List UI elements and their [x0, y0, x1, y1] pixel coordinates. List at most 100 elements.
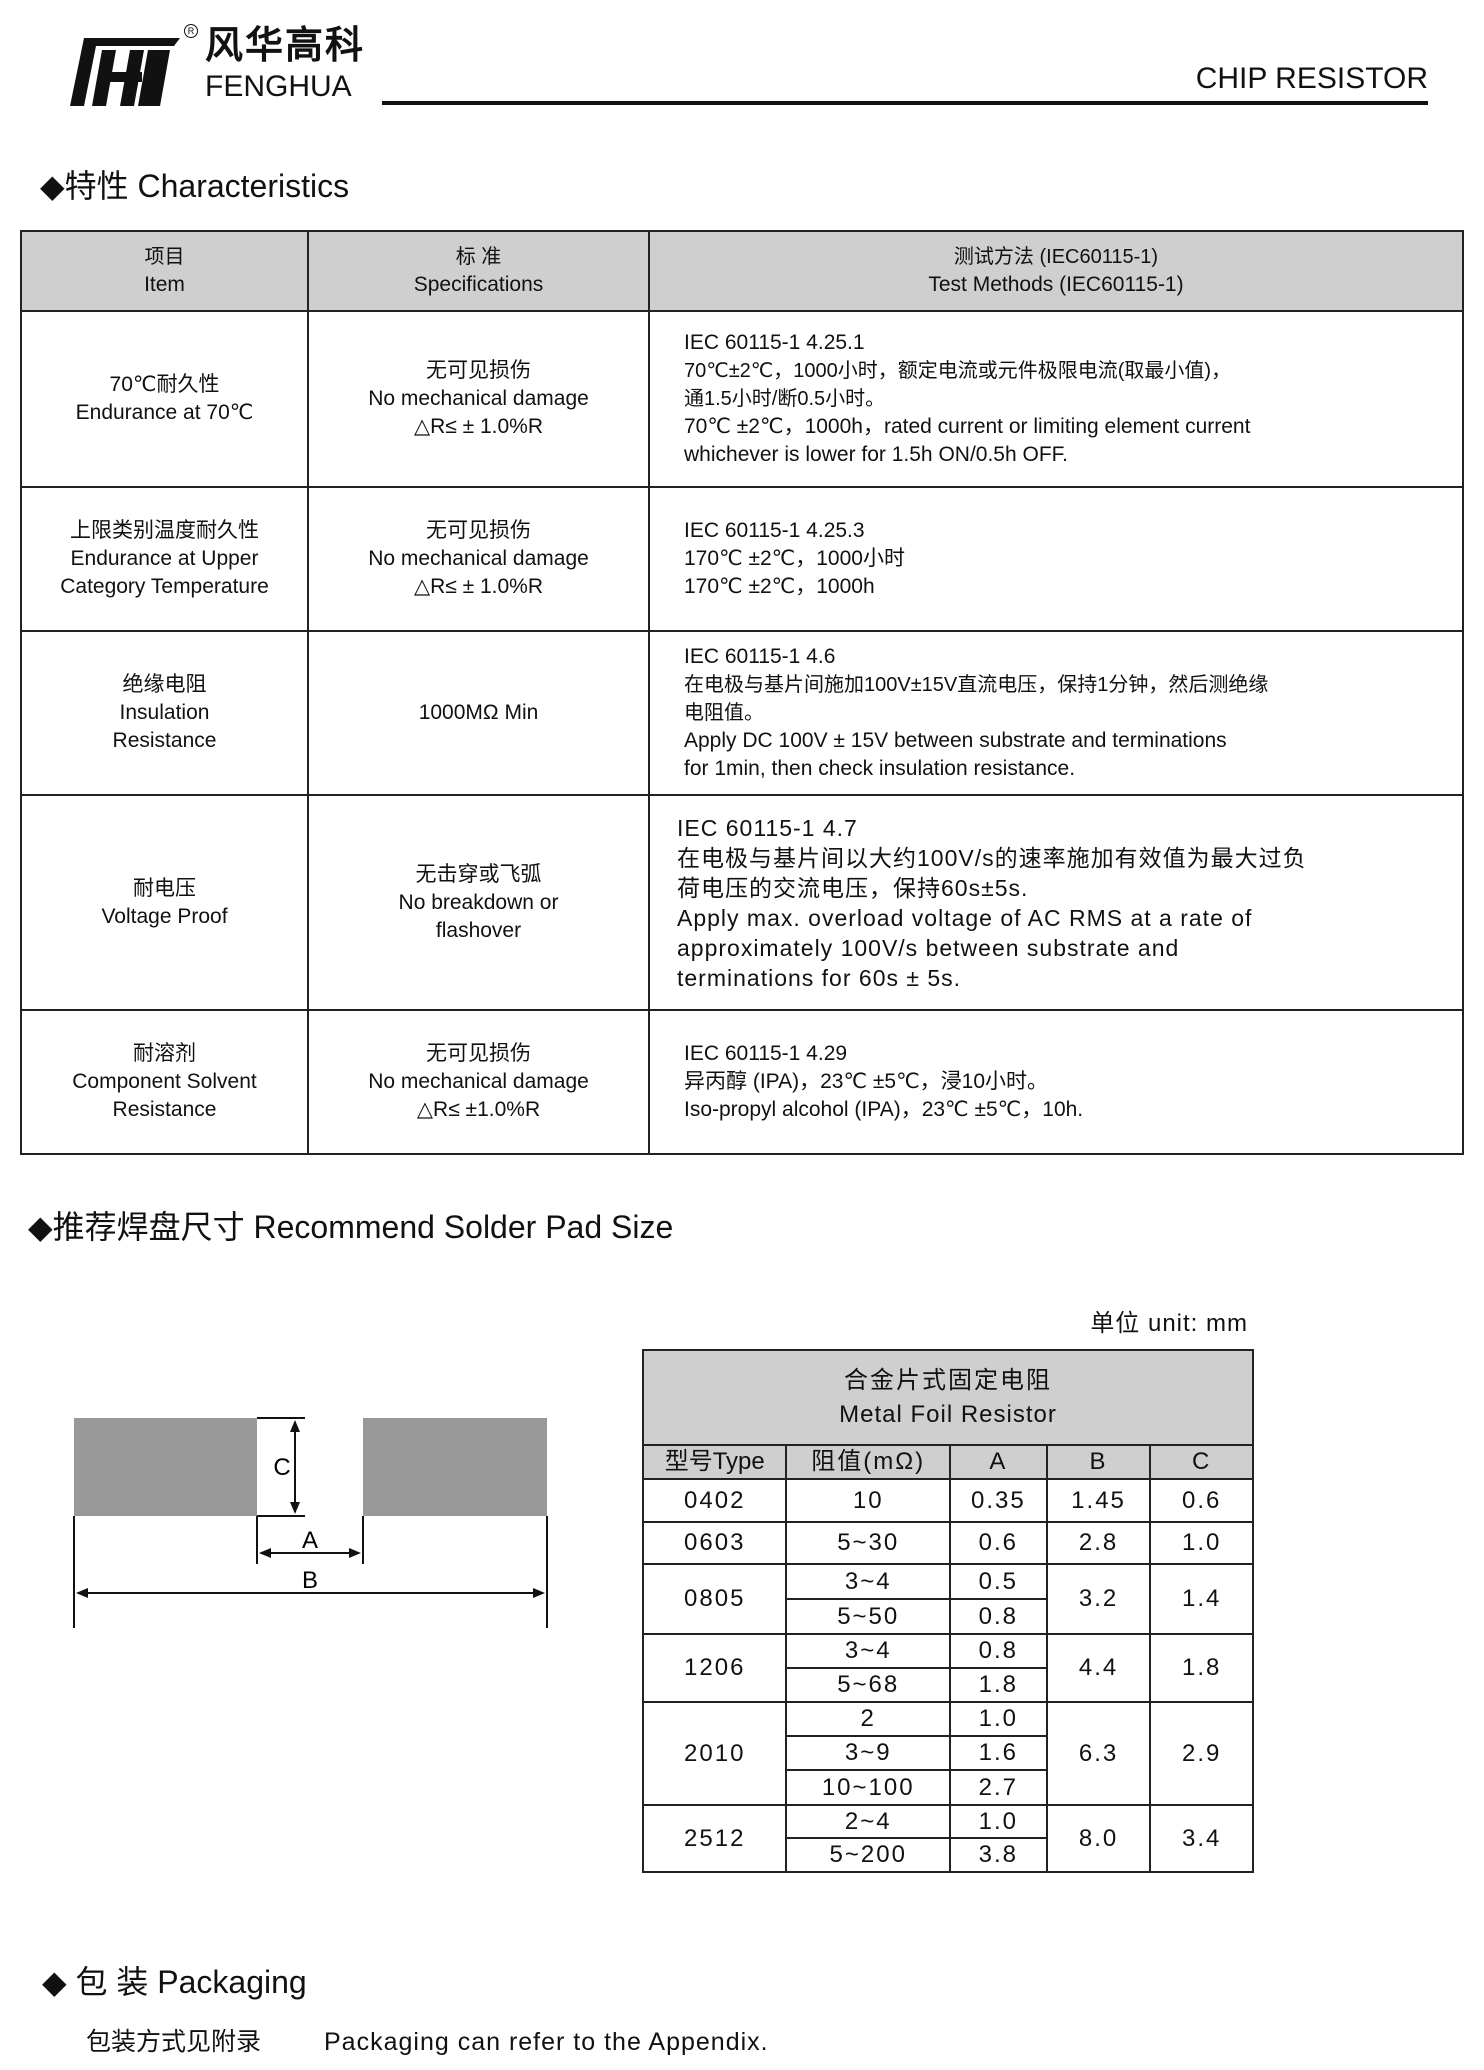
- resistance-cell: 3~4: [785, 1633, 951, 1669]
- logo-english-name: FENGHUA: [205, 70, 352, 103]
- column-header-resistance: 阻值(mΩ): [785, 1444, 951, 1480]
- method-cell: IEC 60115-1 4.25.1 70℃±2℃，1000小时，额定电流或元件极…: [648, 310, 1464, 488]
- spec-cell: 无击穿或飞弧 No breakdown or flashover: [307, 794, 650, 1011]
- packaging-label-cn: 包装方式见附录: [86, 2028, 262, 2056]
- table-row: 2010 2 1.0 6.3 2.9: [641, 1701, 1254, 1806]
- dimension-a-cell: 1.0: [948, 1804, 1048, 1839]
- dimension-c-label: C: [273, 1454, 290, 1481]
- fenghua-logo-icon: [70, 38, 180, 106]
- dimension-a-cell: 0.35: [948, 1478, 1048, 1523]
- unit-label: 单位 unit: mm: [1090, 1310, 1248, 1337]
- resistance-cell: 10: [785, 1478, 951, 1523]
- item-cell: 耐电压 Voltage Proof: [20, 794, 309, 1011]
- solder-pad-heading: ◆推荐焊盘尺寸 Recommend Solder Pad Size: [28, 1209, 674, 1245]
- characteristics-table: 项目 Item 标 准 Specifications 测试方法 (IEC60115-…: [20, 230, 1464, 1155]
- table-row: 0402 10 0.35 1.45 0.6: [641, 1478, 1254, 1523]
- item-cell: 上限类别温度耐久性 Endurance at Upper Category Temp…: [20, 486, 309, 632]
- spec-cell: 1000MΩ Min: [307, 630, 650, 796]
- type-cell: 2512: [641, 1804, 788, 1873]
- dimension-a-cell: 3.8: [948, 1837, 1048, 1873]
- column-header-type: 型号Type: [641, 1444, 788, 1480]
- spec-cell: 无可见损伤 No mechanical damage △R≤ ± 1.0%R: [307, 486, 650, 632]
- right-pad: [363, 1418, 547, 1516]
- table-header-row: 项目 Item 标 准 Specifications 测试方法 (IEC60115-…: [20, 230, 1464, 312]
- method-cell: IEC 60115-1 4.7 在电极与基片间以大约100V/s的速率施加有效值为…: [648, 794, 1464, 1011]
- resistance-cell: 3~9: [785, 1735, 951, 1771]
- dimension-b-label: B: [302, 1567, 318, 1594]
- resistance-cell: 5~30: [785, 1521, 951, 1565]
- dimension-a-cell: 0.6: [948, 1521, 1048, 1565]
- dimension-c-cell: 1.4: [1149, 1563, 1254, 1635]
- table-row: 0805 3~4 0.5 3.2 1.4: [641, 1563, 1254, 1635]
- dimension-b-cell: 3.2: [1045, 1563, 1152, 1635]
- table-row: 0603 5~30 0.6 2.8 1.0: [641, 1521, 1254, 1565]
- dimension-a-cell: 1.8: [948, 1667, 1048, 1703]
- dimension-a-label: A: [302, 1527, 318, 1554]
- table-header-row: 型号Type 阻值(mΩ) A B C: [641, 1444, 1254, 1480]
- dimension-c-cell: 1.0: [1149, 1521, 1254, 1565]
- resistance-cell: 5~68: [785, 1667, 951, 1703]
- spec-cell: 无可见损伤 No mechanical damage △R≤ ±1.0%R: [307, 1009, 650, 1155]
- dimension-b-cell: 2.8: [1045, 1521, 1152, 1565]
- table-row: 耐溶剂 Component Solvent Resistance 无可见损伤 No m…: [20, 1009, 1464, 1155]
- dimension-a-cell: 0.8: [948, 1598, 1048, 1635]
- resistance-cell: 2: [785, 1701, 951, 1737]
- dimension-c-cell: 1.8: [1149, 1633, 1254, 1703]
- method-cell: IEC 60115-1 4.6 在电极与基片间施加100V±15V直流电压，保持1…: [648, 630, 1464, 796]
- dimension-a-cell: 1.0: [948, 1701, 1048, 1737]
- resistance-cell: 3~4: [785, 1563, 951, 1600]
- packaging-text: Packaging can refer to the Appendix.: [324, 2028, 769, 2056]
- table-row: 5~68 1.8: [643, 1667, 1253, 1703]
- resistance-cell: 2~4: [785, 1804, 951, 1839]
- item-cell: 绝缘电阻 Insulation Resistance: [20, 630, 309, 796]
- dimension-b-cell: 1.45: [1045, 1478, 1152, 1523]
- logo-chinese-name: 风华高科: [205, 25, 366, 67]
- registered-mark: R: [184, 24, 198, 38]
- left-pad: [74, 1418, 257, 1516]
- dimension-b-cell: 4.4: [1045, 1633, 1152, 1703]
- dimension-c-cell: 2.9: [1149, 1701, 1254, 1806]
- packaging-heading: ◆ 包 装 Packaging: [42, 1964, 307, 2000]
- type-cell: 2010: [641, 1701, 788, 1806]
- column-header-b: B: [1045, 1444, 1152, 1480]
- dimension-c-cell: 0.6: [1149, 1478, 1254, 1523]
- table-row: 5~50 0.8: [643, 1598, 1253, 1635]
- item-cell: 70℃耐久性 Endurance at 70℃: [20, 310, 309, 488]
- solder-pad-table: 合金片式固定电阻 Metal Foil Resistor 型号Type 阻值(mΩ…: [641, 1349, 1254, 1873]
- type-cell: 0805: [641, 1563, 788, 1635]
- document-title: CHIP RESISTOR: [1195, 62, 1428, 95]
- table-row: 耐电压 Voltage Proof 无击穿或飞弧 No breakdown or fl…: [20, 794, 1464, 1011]
- dimension-b-cell: 6.3: [1045, 1701, 1152, 1806]
- dimension-a-cell: 1.6: [948, 1735, 1048, 1771]
- table-title: 合金片式固定电阻 Metal Foil Resistor: [642, 1349, 1254, 1446]
- table-row: 5~200 3.8: [643, 1837, 1253, 1873]
- characteristics-heading: ◆特性 Characteristics: [40, 168, 350, 204]
- dimension-a-cell: 2.7: [948, 1769, 1048, 1806]
- resistance-cell: 10~100: [785, 1769, 951, 1806]
- column-header-test-methods: 测试方法 (IEC60115-1) Test Methods (IEC60115-…: [648, 230, 1464, 312]
- dimension-a-cell: 0.8: [948, 1633, 1048, 1669]
- dimension-b-cell: 8.0: [1045, 1804, 1152, 1873]
- table-row: 3~9 1.6: [643, 1735, 1253, 1771]
- resistance-cell: 5~200: [785, 1837, 951, 1873]
- item-cell: 耐溶剂 Component Solvent Resistance: [20, 1009, 309, 1155]
- table-row: 绝缘电阻 Insulation Resistance 1000MΩ Min IEC …: [20, 630, 1464, 796]
- type-cell: 1206: [641, 1633, 788, 1703]
- table-row: 2512 2~4 1.0 8.0 3.4: [641, 1804, 1254, 1873]
- table-title-row: 合金片式固定电阻 Metal Foil Resistor: [642, 1349, 1254, 1446]
- table-row: 上限类别温度耐久性 Endurance at Upper Category Temp…: [20, 486, 1464, 632]
- dimension-c-cell: 3.4: [1149, 1804, 1254, 1873]
- dimension-a-cell: 0.5: [948, 1563, 1048, 1600]
- column-header-a: A: [948, 1444, 1048, 1480]
- table-row: 10~100 2.7: [643, 1769, 1253, 1806]
- spec-cell: 无可见损伤 No mechanical damage △R≤ ± 1.0%R: [307, 310, 650, 488]
- header-rule: [382, 101, 1428, 105]
- type-cell: 0603: [641, 1521, 788, 1565]
- table-row: 70℃耐久性 Endurance at 70℃ 无可见损伤 No mechanica…: [20, 310, 1464, 488]
- method-cell: IEC 60115-1 4.25.3 170℃ ±2℃，1000小时 170℃ ±2…: [648, 486, 1464, 632]
- table-row: 1206 3~4 0.8 4.4 1.8: [641, 1633, 1254, 1703]
- solder-pad-diagram: C A B: [73, 1417, 548, 1628]
- column-header-item: 项目 Item: [20, 230, 309, 312]
- column-header-specifications: 标 准 Specifications: [307, 230, 650, 312]
- type-cell: 0402: [641, 1478, 788, 1523]
